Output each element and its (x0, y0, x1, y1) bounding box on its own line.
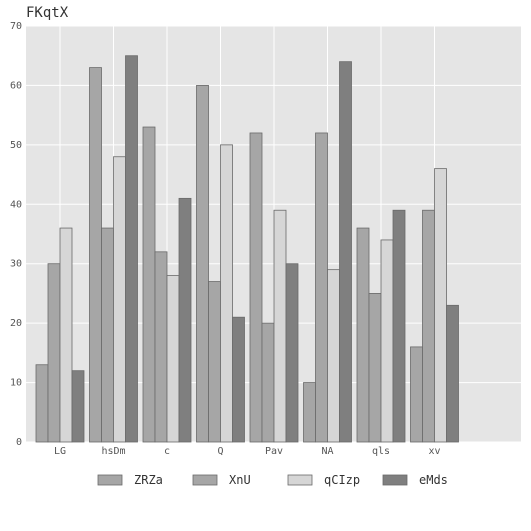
bar-eMds-qls (392, 209, 406, 443)
legend-swatch-eMds (382, 474, 408, 486)
bar-layer (35, 55, 459, 443)
bar-XnU-Q (208, 281, 221, 443)
bar-eMds-c (178, 197, 192, 443)
bar-ZRZa-LG (35, 364, 49, 443)
x-tick-label: qls (372, 446, 390, 457)
bar-eMds-NA (339, 61, 352, 443)
bar-ZRZa-Pav (249, 132, 263, 443)
bar-eMds-hsDm (125, 55, 138, 443)
bar-ZRZa-Q (196, 85, 209, 443)
bar-XnU-Pav (261, 322, 275, 443)
bar-eMds-xv (446, 304, 459, 443)
x-tick-label: Pav (265, 446, 283, 457)
bar-qCIzp-Q (220, 144, 233, 443)
legend-swatch-qCIzp (287, 474, 313, 486)
y-tick-label: 50 (10, 140, 22, 151)
axis-layer: 0 10 20 30 40 50 60 70 LG hsDm c Q Pav NA qls xv (10, 21, 441, 457)
legend-swatch-XnU (192, 474, 218, 486)
bar-XnU-xv (422, 209, 435, 443)
x-tick-label: NA (321, 446, 333, 457)
y-tick-label: 70 (10, 21, 22, 32)
legend-swatch-ZRZa (97, 474, 123, 486)
bar-XnU-LG (47, 263, 61, 443)
x-tick-label: Q (217, 446, 223, 457)
bar-eMds-Q (232, 316, 245, 443)
bar-ZRZa-c (142, 126, 156, 443)
bar-ZRZa-xv (410, 346, 423, 443)
y-tick-label: 10 (10, 378, 22, 389)
bar-qCIzp-c (166, 275, 180, 443)
x-tick-label: LG (54, 446, 66, 457)
y-tick-label: 0 (16, 437, 22, 448)
bar-qCIzp-LG (59, 227, 73, 443)
bar-qCIzp-hsDm (113, 156, 126, 443)
y-tick-label: 20 (10, 318, 22, 329)
legend: ZRZa XnU qCIzp eMds (97, 473, 448, 487)
bar-ZRZa-qls (356, 227, 370, 443)
legend-label-XnU: XnU (229, 473, 251, 487)
bar-qCIzp-qls (380, 239, 394, 443)
legend-label-qCIzp: qCIzp (324, 473, 360, 487)
x-tick-label: xv (428, 446, 440, 457)
x-tick-label: c (164, 446, 170, 457)
bar-XnU-c (154, 251, 168, 443)
bar-XnU-hsDm (101, 227, 114, 443)
bar-ZRZa-hsDm (89, 67, 102, 443)
legend-label-eMds: eMds (419, 473, 448, 487)
bar-eMds-LG (71, 370, 85, 443)
bar-qCIzp-NA (327, 269, 340, 443)
legend-label-ZRZa: ZRZa (134, 473, 163, 487)
bar-XnU-NA (315, 132, 328, 443)
y-tick-label: 60 (10, 80, 22, 91)
bar-ZRZa-NA (303, 382, 316, 443)
bar-qCIzp-Pav (273, 209, 287, 443)
y-tick-label: 40 (10, 199, 22, 210)
bar-qCIzp-xv (434, 168, 447, 443)
y-tick-label: 30 (10, 259, 22, 270)
bar-XnU-qls (368, 293, 382, 443)
bar-eMds-Pav (285, 263, 299, 443)
chart-title: FKqtX (26, 5, 69, 21)
x-tick-label: hsDm (101, 446, 125, 457)
